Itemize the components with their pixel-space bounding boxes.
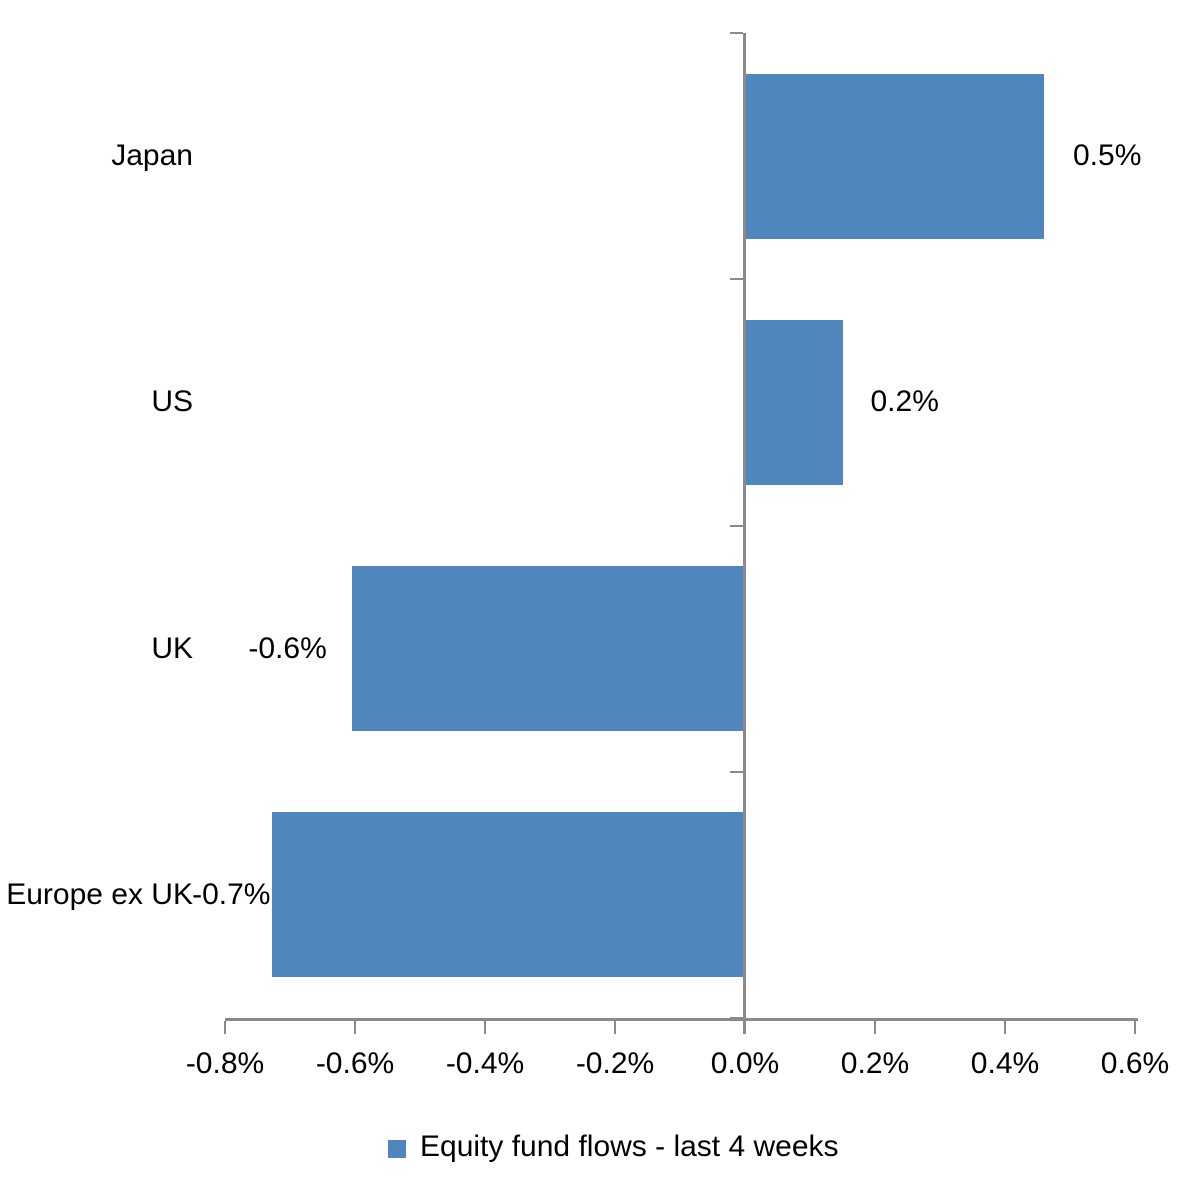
category-label-europe-ex-uk: Europe ex UK [6,877,193,911]
value-label-europe-ex-uk: -0.7% [192,877,271,911]
x-axis-tick [1134,1021,1136,1034]
x-axis-tick-label: -0.6% [315,1047,395,1080]
value-label-us: 0.2% [870,385,939,419]
x-axis-tick-label: 0.0% [710,1047,780,1080]
x-axis-tick [224,1021,226,1034]
x-axis-tick-label: -0.8% [185,1047,265,1080]
bar-uk [351,566,745,732]
value-label-japan: 0.5% [1073,139,1142,173]
y-axis-tick [730,1017,743,1019]
bar-europe-ex-uk [272,812,745,978]
value-label-uk: -0.6% [248,631,327,665]
x-axis-tick-label: 0.6% [1100,1047,1170,1080]
x-axis-tick-label: 0.4% [970,1047,1040,1080]
x-axis-tick-label: -0.2% [575,1047,655,1080]
x-axis-line [225,1018,1138,1021]
y-axis-tick [730,524,743,527]
bar-us [745,319,843,485]
y-axis-tick [730,770,743,773]
x-axis-tick-label: -0.4% [445,1047,525,1080]
category-label-japan: Japan [111,139,193,173]
legend-color-swatch [388,1140,406,1158]
category-label-us: US [151,385,193,419]
y-axis-tick [730,278,743,281]
legend-label: Equity fund flows - last 4 weeks [420,1130,839,1163]
x-axis-tick [354,1021,356,1034]
x-axis-tick [874,1021,876,1034]
bar-japan [745,73,1044,239]
y-axis-line [743,33,746,1034]
category-label-uk: UK [151,631,193,665]
x-axis-tick-label: 0.2% [840,1047,910,1080]
x-axis-tick [484,1021,486,1034]
x-axis-tick [1004,1021,1006,1034]
x-axis-tick [744,1021,746,1034]
y-axis-tick [730,32,743,34]
x-axis-tick [614,1021,616,1034]
